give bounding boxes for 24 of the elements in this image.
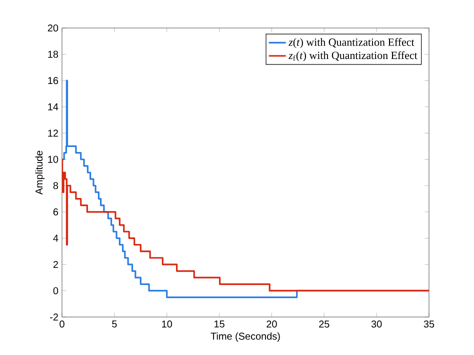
x-tick-label: 0 bbox=[60, 320, 64, 328]
y-tick-label: 20 bbox=[48, 24, 58, 32]
x-tick-label: 30 bbox=[371, 320, 382, 328]
y-tick-label: 0 bbox=[53, 287, 58, 294]
x-tick-label: 25 bbox=[319, 320, 330, 328]
x-tick-label: 10 bbox=[162, 320, 172, 328]
x-axis-title: Time (Seconds) bbox=[210, 332, 280, 342]
y-tick-label: 4 bbox=[53, 234, 58, 242]
y-axis-title: Amplitude bbox=[35, 150, 45, 195]
y-tick-label: 10 bbox=[48, 156, 58, 163]
x-tick-label: 20 bbox=[266, 320, 277, 328]
x-tick-label: 15 bbox=[214, 320, 224, 328]
legend-label: z$_{f}$(t) with Quantization Effect bbox=[288, 51, 418, 62]
y-tick-label: 8 bbox=[53, 182, 58, 190]
y-tick-label: 2 bbox=[53, 260, 58, 268]
y-tick-label: 16 bbox=[48, 77, 58, 84]
y-tick-label: 12 bbox=[48, 130, 58, 137]
legend-label: z(t) with Quantization Effect bbox=[288, 38, 414, 48]
y-tick-label: 18 bbox=[48, 50, 58, 58]
y-tick-label: -2 bbox=[50, 314, 58, 320]
x-tick-label: 5 bbox=[112, 320, 117, 328]
y-tick-label: 14 bbox=[48, 103, 58, 110]
y-tick-label: 6 bbox=[53, 208, 58, 216]
x-tick-label: 35 bbox=[424, 320, 434, 328]
